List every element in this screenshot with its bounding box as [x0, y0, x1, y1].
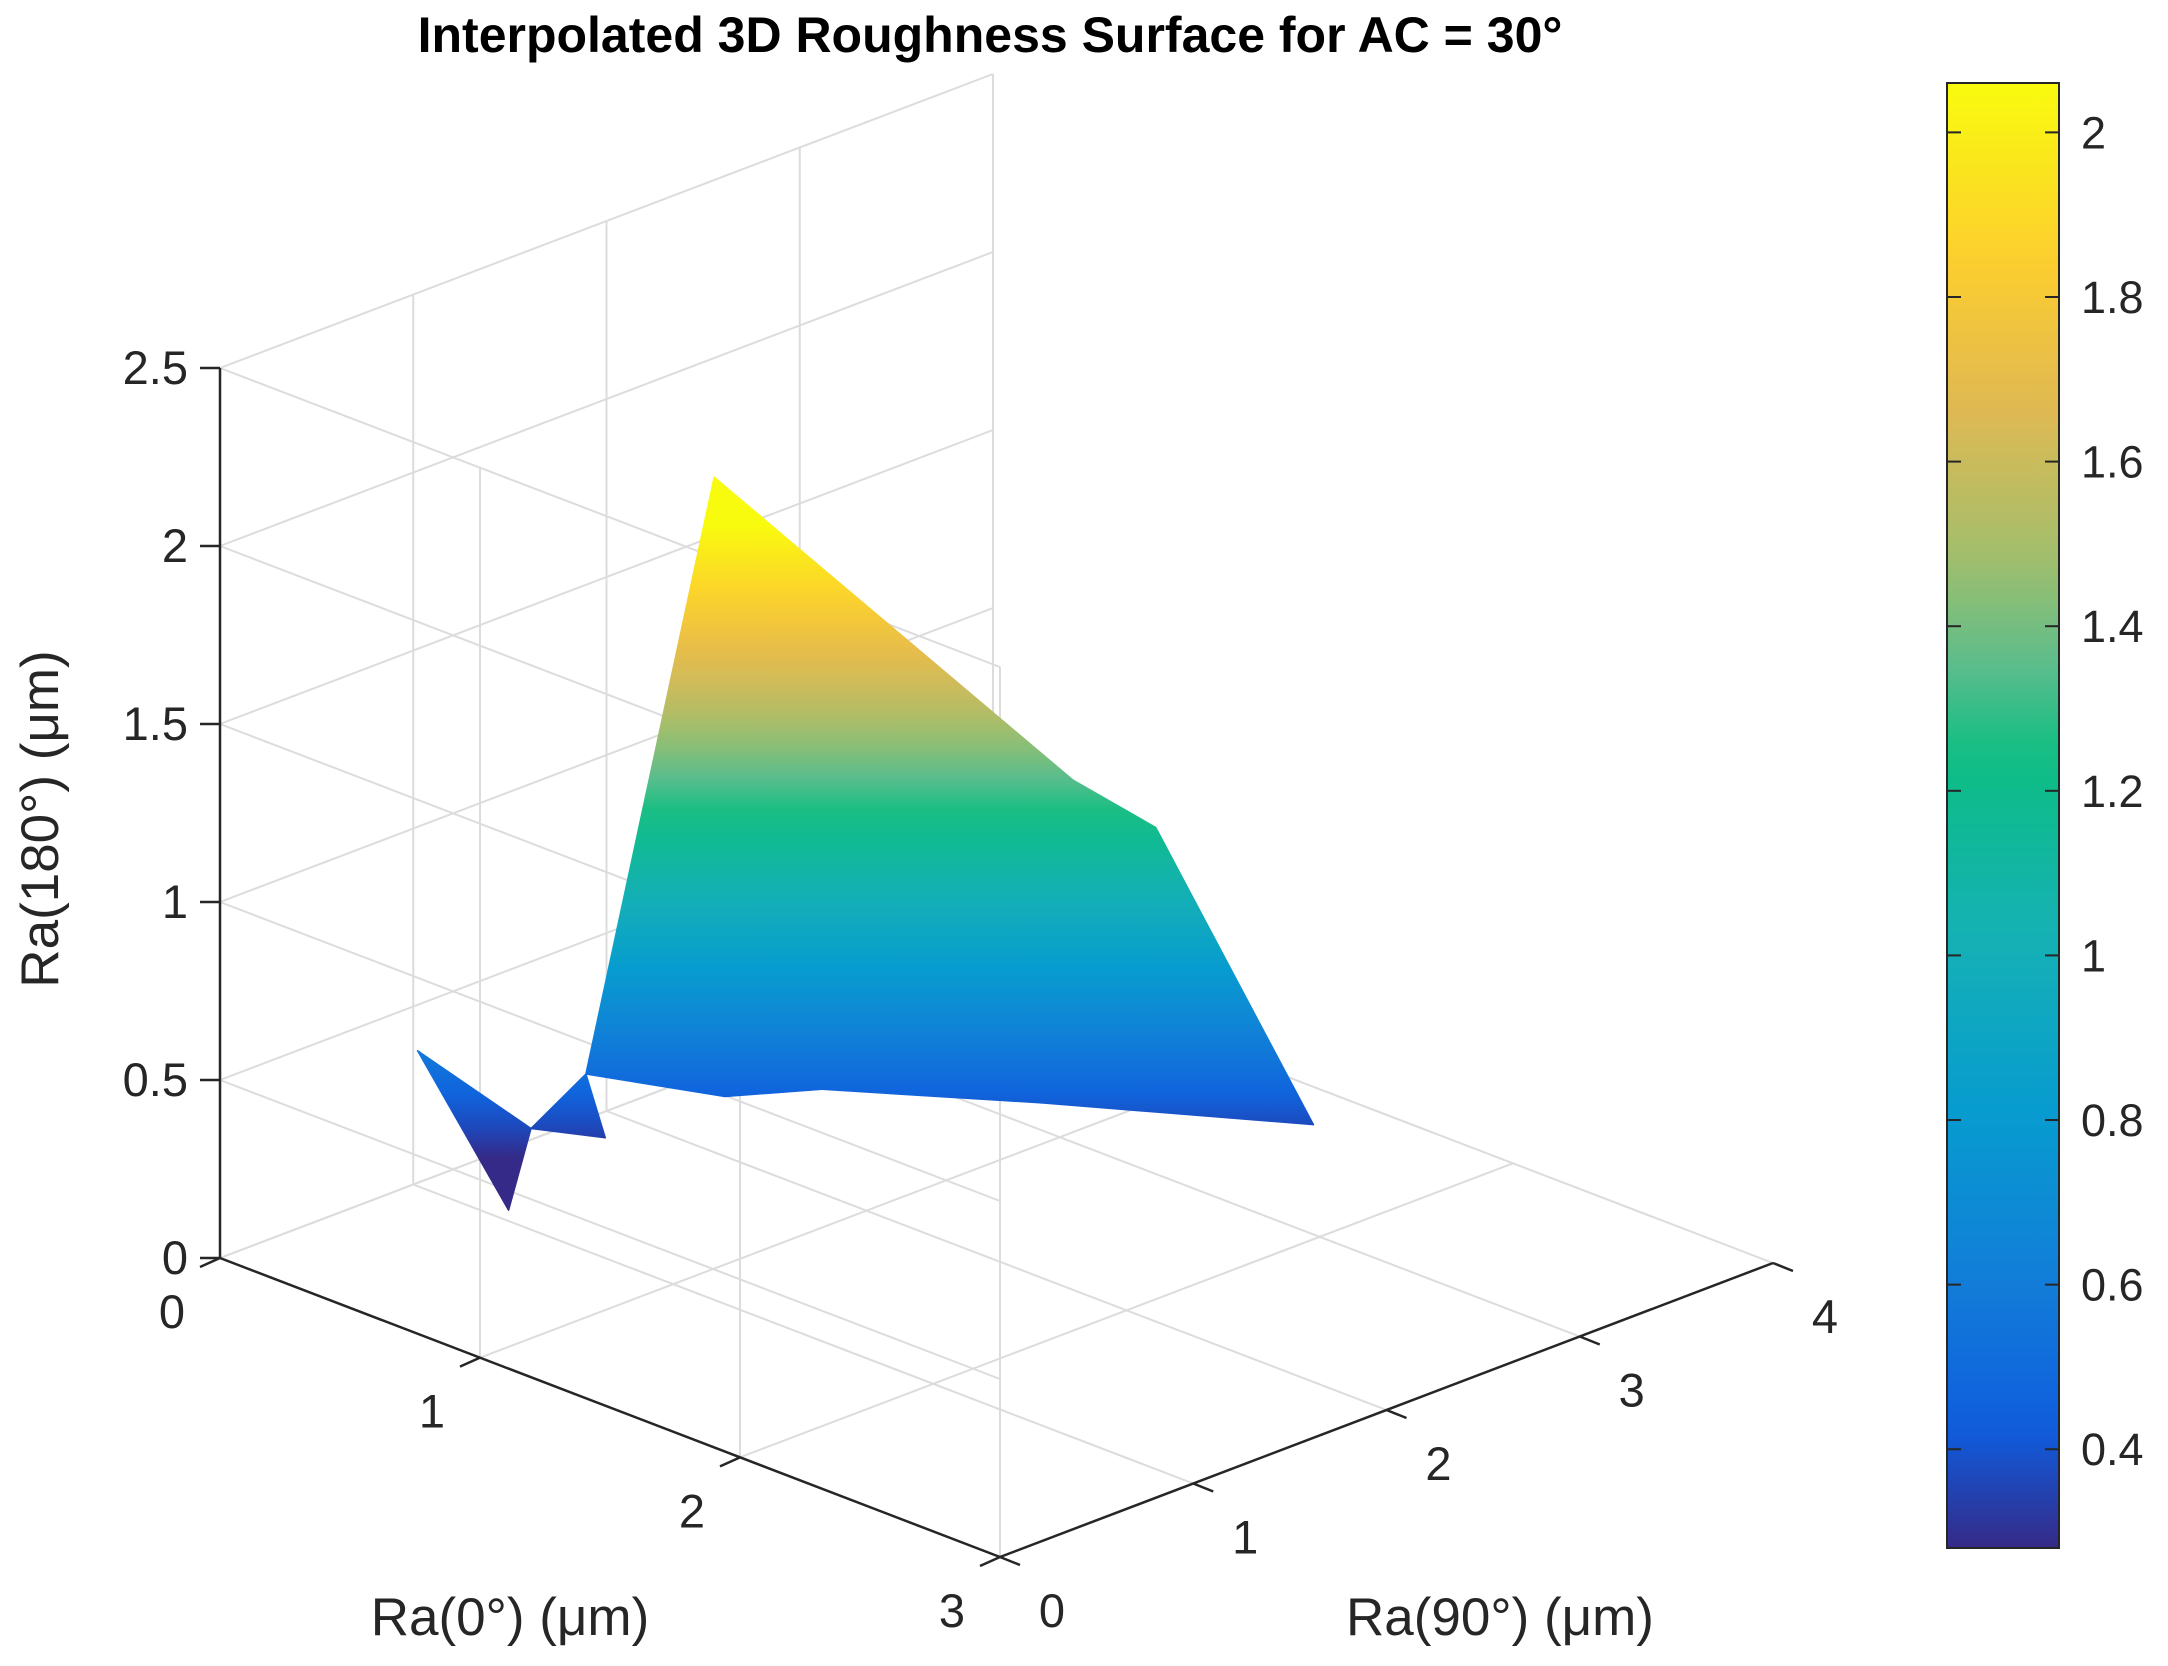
- colorbar-gradient: [1946, 82, 2060, 1549]
- x-tick: [459, 1356, 481, 1368]
- x-tick: [979, 1555, 1001, 1568]
- surface-facet: [416, 1049, 532, 1211]
- y-tick-label: 0: [1039, 1584, 1065, 1637]
- colorbar-tick-label: 2: [2081, 107, 2106, 158]
- z-tick-label: 1: [162, 875, 188, 928]
- y-tick: [1386, 1408, 1407, 1420]
- surface-facet: [1041, 779, 1315, 1126]
- z-tick-label: 0: [162, 1231, 188, 1284]
- gridline-y: [606, 1110, 1387, 1411]
- y-tick-label: 2: [1425, 1437, 1451, 1490]
- y-axis-label: Ra(90°) (μm): [1346, 1588, 1654, 1647]
- surface-layer: [416, 476, 1315, 1211]
- colorbar-tick-label: 1.2: [2081, 766, 2144, 817]
- x-tick-label: 2: [679, 1484, 705, 1537]
- x-tick-label: 1: [419, 1385, 445, 1438]
- y-tick: [1192, 1482, 1214, 1493]
- y-tick-label: 3: [1619, 1364, 1645, 1417]
- colorbar-tick-label: 0.8: [2081, 1095, 2144, 1146]
- colorbar: 0.4 0.6 0.8 1 1.2 1.4 1.6 1.8 2: [1946, 82, 2144, 1549]
- x-tick-label: 0: [159, 1285, 185, 1338]
- z-tick-label: 1.5: [123, 697, 188, 750]
- x-axis-label: Ra(0°) (μm): [371, 1588, 649, 1647]
- x-tick-label: 3: [939, 1584, 965, 1637]
- gridline-y: [412, 1183, 1194, 1485]
- surface-facet: [530, 1073, 607, 1139]
- x-tick: [719, 1456, 741, 1468]
- colorbar-tick-label: 1.8: [2081, 272, 2144, 323]
- gridline-z: [219, 1079, 1001, 1380]
- x-axis-line: [219, 1256, 1001, 1559]
- y-tick: [999, 1555, 1021, 1567]
- colorbar-tick-label: 1.6: [2081, 437, 2144, 488]
- colorbar-tick-label: 0.6: [2081, 1260, 2144, 1311]
- colorbar-tick-label: 0.4: [2081, 1424, 2144, 1475]
- y-tick: [1579, 1335, 1601, 1346]
- chart-title: Interpolated 3D Roughness Surface for AC…: [418, 7, 1563, 63]
- colorbar-tick-label: 1: [2081, 930, 2106, 981]
- surface-facet: [1072, 779, 1315, 1126]
- y-tick-label: 1: [1232, 1511, 1258, 1564]
- z-tick-label: 0.5: [123, 1053, 188, 1106]
- z-tick-label: 2: [162, 519, 188, 572]
- z-tick-label: 2.5: [123, 341, 188, 394]
- x-tick: [199, 1256, 221, 1269]
- y-tick: [1772, 1261, 1794, 1273]
- y-tick-label: 4: [1812, 1290, 1838, 1343]
- colorbar-tick-label: 1.4: [2081, 601, 2144, 652]
- axis-layer: 0 0.5 1 1.5 2 2.5 0 1 2 3 0 1 2 3 4: [123, 341, 1838, 1637]
- surface-facet: [713, 476, 1074, 1104]
- z-axis-label: Ra(180°) (μm): [11, 650, 70, 987]
